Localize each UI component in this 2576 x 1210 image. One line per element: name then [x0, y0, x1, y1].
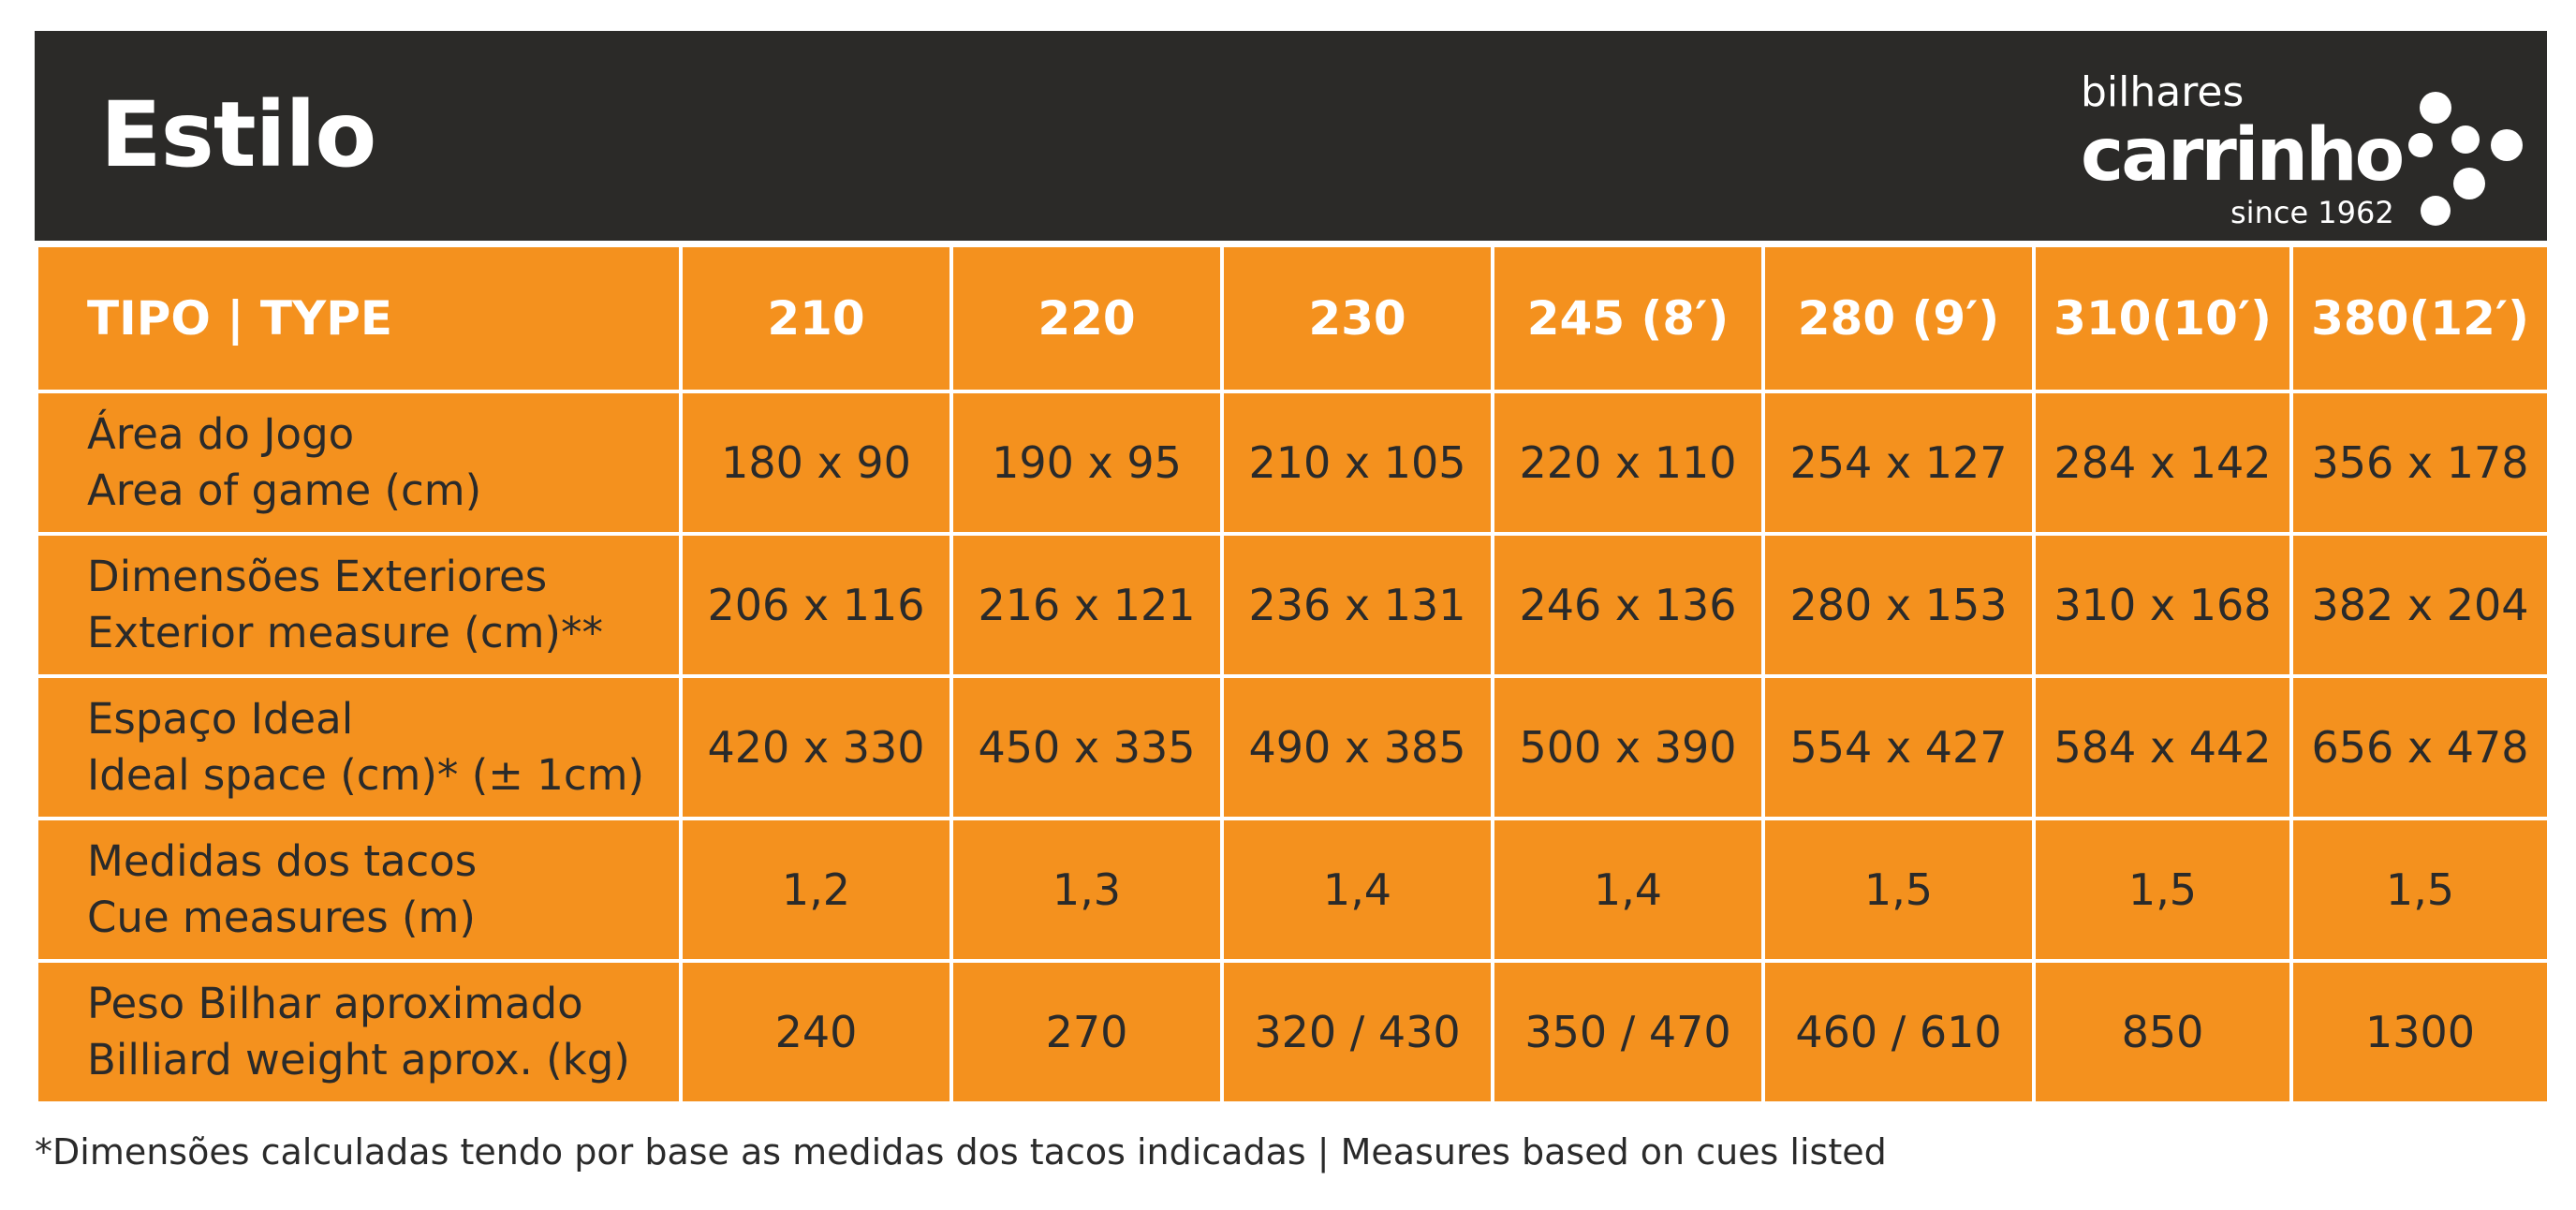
- table-cell: 280 x 153: [1761, 532, 2036, 678]
- logo-line-since: since 1962: [2230, 195, 2394, 230]
- table-cell: 310 x 168: [2032, 532, 2293, 678]
- brand-logo: bilhares carrinho since 1962: [2043, 50, 2539, 237]
- table-cell: 246 x 136: [1491, 532, 1765, 678]
- table-row: Dimensões Exteriores Exterior measure (c…: [35, 532, 2551, 678]
- row-label-en: Ideal space (cm)* (± 1cm): [87, 750, 645, 800]
- table-cell: 460 / 610: [1761, 959, 2036, 1105]
- table-cell: 236 x 131: [1220, 532, 1494, 678]
- billiard-balls-icon: [2408, 92, 2523, 226]
- table-cell: 1,5: [2289, 817, 2551, 963]
- table-cell: 420 x 330: [679, 674, 953, 820]
- header-type-label: TIPO | TYPE: [35, 243, 683, 393]
- column-header: 310(10′): [2032, 243, 2293, 393]
- table-cell: 210 x 105: [1220, 390, 1494, 536]
- column-header: 210: [679, 243, 953, 393]
- row-label-en: Cue measures (m): [87, 893, 476, 942]
- table-cell: 284 x 142: [2032, 390, 2293, 536]
- row-label: Medidas dos tacos Cue measures (m): [35, 817, 683, 963]
- table-cell: 1300: [2289, 959, 2551, 1105]
- table-row: Medidas dos tacos Cue measures (m) 1,2 1…: [35, 817, 2551, 963]
- table-cell: 216 x 121: [949, 532, 1224, 678]
- table-cell: 350 / 470: [1491, 959, 1765, 1105]
- table-cell: 270: [949, 959, 1224, 1105]
- table-cell: 240: [679, 959, 953, 1105]
- row-label: Peso Bilhar aproximado Billiard weight a…: [35, 959, 683, 1105]
- table-cell: 554 x 427: [1761, 674, 2036, 820]
- table-cell: 450 x 335: [949, 674, 1224, 820]
- page-title: Estilo: [100, 82, 376, 187]
- row-label-en: Exterior measure (cm)**: [87, 608, 603, 657]
- row-label-en: Billiard weight aprox. (kg): [87, 1035, 630, 1085]
- table-cell: 1,4: [1491, 817, 1765, 963]
- row-label-pt: Dimensões Exteriores: [87, 552, 548, 601]
- table-cell: 1,4: [1220, 817, 1494, 963]
- table-cell: 584 x 442: [2032, 674, 2293, 820]
- table-cell: 656 x 478: [2289, 674, 2551, 820]
- header-bar: Estilo bilhares carrinho since 1962: [35, 31, 2547, 241]
- row-label-pt: Espaço Ideal: [87, 694, 354, 744]
- row-label-pt: Peso Bilhar aproximado: [87, 979, 583, 1028]
- table-cell: 180 x 90: [679, 390, 953, 536]
- table-cell: 850: [2032, 959, 2293, 1105]
- row-label-en: Area of game (cm): [87, 465, 482, 515]
- column-header: 380(12′): [2289, 243, 2551, 393]
- table-cell: 1,3: [949, 817, 1224, 963]
- table-row: Espaço Ideal Ideal space (cm)* (± 1cm) 4…: [35, 674, 2551, 820]
- table-cell: 1,5: [1761, 817, 2036, 963]
- column-header: 230: [1220, 243, 1494, 393]
- spec-table: TIPO | TYPE 210 220 230 245 (8′) 280 (9′…: [35, 243, 2551, 1105]
- table-cell: 490 x 385: [1220, 674, 1494, 820]
- row-label: Espaço Ideal Ideal space (cm)* (± 1cm): [35, 674, 683, 820]
- logo-line-carrinho: carrinho: [2081, 113, 2405, 198]
- column-header: 245 (8′): [1491, 243, 1765, 393]
- table-cell: 190 x 95: [949, 390, 1224, 536]
- table-cell: 356 x 178: [2289, 390, 2551, 536]
- row-label-pt: Área do Jogo: [87, 409, 355, 459]
- table-cell: 382 x 204: [2289, 532, 2551, 678]
- column-header: 220: [949, 243, 1224, 393]
- table-cell: 500 x 390: [1491, 674, 1765, 820]
- table-cell: 220 x 110: [1491, 390, 1765, 536]
- table-header-row: TIPO | TYPE 210 220 230 245 (8′) 280 (9′…: [35, 243, 2551, 393]
- logo-line-bilhares: bilhares: [2081, 68, 2245, 116]
- row-label-pt: Medidas dos tacos: [87, 836, 478, 886]
- table-cell: 320 / 430: [1220, 959, 1494, 1105]
- table-cell: 206 x 116: [679, 532, 953, 678]
- row-label: Área do Jogo Area of game (cm): [35, 390, 683, 536]
- column-header: 280 (9′): [1761, 243, 2036, 393]
- table-row: Peso Bilhar aproximado Billiard weight a…: [35, 959, 2551, 1105]
- table-cell: 254 x 127: [1761, 390, 2036, 536]
- table-cell: 1,5: [2032, 817, 2293, 963]
- row-label: Dimensões Exteriores Exterior measure (c…: [35, 532, 683, 678]
- table-cell: 1,2: [679, 817, 953, 963]
- table-row: Área do Jogo Area of game (cm) 180 x 90 …: [35, 390, 2551, 536]
- footnote: *Dimensões calculadas tendo por base as …: [35, 1131, 1887, 1173]
